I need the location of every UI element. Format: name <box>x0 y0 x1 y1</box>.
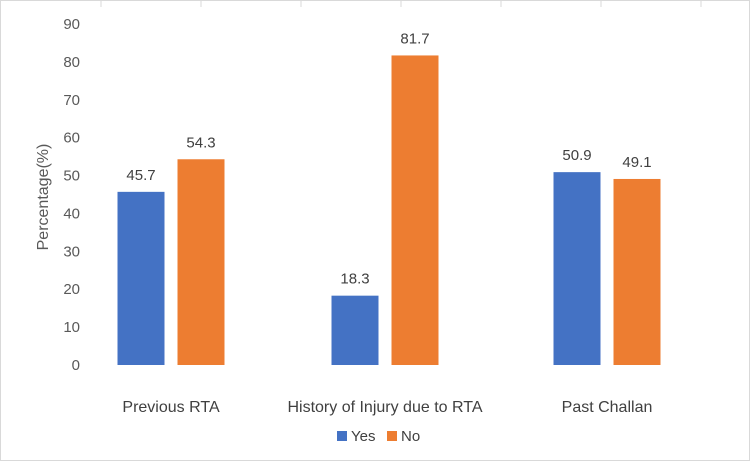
legend: Yes No <box>337 428 420 445</box>
category-label: Previous RTA <box>122 399 220 416</box>
category-label: History of Injury due to RTA <box>287 399 482 416</box>
legend-swatch-no <box>387 431 397 441</box>
data-labels: 45.7 18.3 50.9 54.3 81.7 49.1 <box>126 30 651 287</box>
y-tick-label: 40 <box>63 205 80 222</box>
bars <box>117 55 661 365</box>
bar-yes-3 <box>553 172 601 365</box>
y-tick-label: 50 <box>63 168 80 185</box>
y-tick-label: 10 <box>63 319 80 336</box>
category-label: Past Challan <box>562 399 653 416</box>
data-label: 54.3 <box>186 134 215 151</box>
bar-no-2 <box>391 55 439 365</box>
bar-no-1 <box>177 159 225 365</box>
legend-label-no: No <box>401 428 420 445</box>
legend-swatch-yes <box>337 431 347 441</box>
y-tick-label: 0 <box>72 357 80 374</box>
y-tick-label: 90 <box>63 16 80 33</box>
y-tick-label: 60 <box>63 130 80 147</box>
y-tick-label: 30 <box>63 243 80 260</box>
y-tick-label: 70 <box>63 92 80 109</box>
bar-yes-2 <box>331 295 379 365</box>
data-label: 81.7 <box>400 30 429 47</box>
y-axis-ticks: 0 10 20 30 40 50 60 70 80 90 <box>63 16 80 374</box>
y-axis-title: Percentage(%) <box>35 144 52 251</box>
data-label: 45.7 <box>126 167 155 184</box>
data-label: 18.3 <box>340 271 369 288</box>
data-label: 49.1 <box>622 154 651 171</box>
top-border-ticks <box>100 1 702 7</box>
y-tick-label: 20 <box>63 281 80 298</box>
y-tick-label: 80 <box>63 54 80 71</box>
data-label: 50.9 <box>562 147 591 164</box>
legend-label-yes: Yes <box>351 428 375 445</box>
bar-yes-1 <box>117 191 165 365</box>
category-labels: Previous RTA History of Injury due to RTA… <box>122 399 652 416</box>
bar-no-3 <box>613 178 661 365</box>
